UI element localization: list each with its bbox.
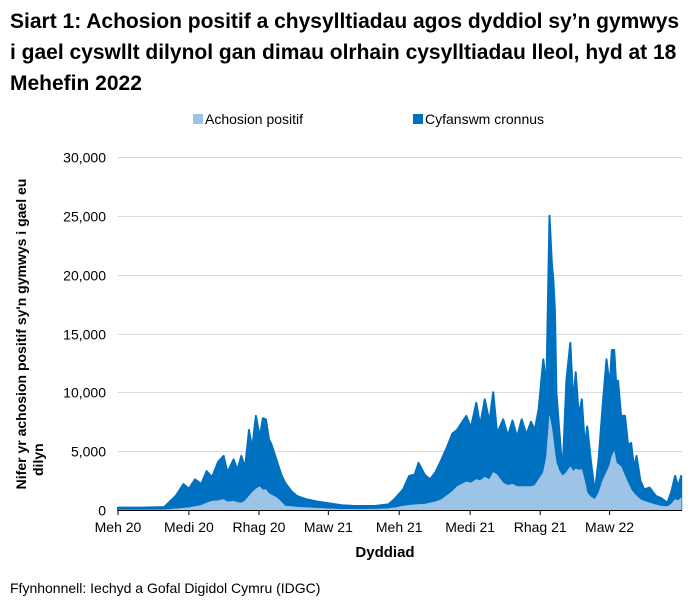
y-axis-label: Nifer yr achosion positif sy'n gymwys i … bbox=[13, 179, 46, 490]
x-tick-label: Rhag 20 bbox=[233, 519, 286, 535]
source-note: Ffynhonnell: Iechyd a Gofal Digidol Cymr… bbox=[10, 580, 321, 596]
legend-label: Achosion positif bbox=[205, 111, 303, 127]
area-achosion-positif bbox=[117, 415, 682, 511]
x-tick-label: Maw 22 bbox=[585, 519, 634, 535]
area-cyfanswm-cronnus bbox=[117, 214, 683, 511]
y-tick-label: 20,000 bbox=[63, 268, 106, 284]
legend-item: Cyfanswm cronnus bbox=[413, 111, 544, 127]
legend: Achosion positif Cyfanswm cronnus bbox=[193, 111, 544, 127]
y-tick-label: 30,000 bbox=[63, 150, 106, 166]
x-axis-label: Dyddiad bbox=[355, 544, 414, 561]
y-tick-label: 5,000 bbox=[71, 444, 106, 460]
legend-label: Cyfanswm cronnus bbox=[425, 111, 544, 127]
y-ticks: 0 5,000 10,000 15,000 20,000 25,000 30,000 bbox=[63, 150, 106, 519]
x-tick-label: Rhag 21 bbox=[514, 519, 567, 535]
y-tick-label: 0 bbox=[98, 503, 106, 519]
y-tick-label: 15,000 bbox=[63, 327, 106, 343]
y-axis-label-line-2: dilyn bbox=[30, 443, 46, 476]
chart-title: Siart 1: Achosion positif a chysylltiada… bbox=[10, 10, 680, 95]
x-tick-label: Medi 21 bbox=[445, 519, 495, 535]
legend-item: Achosion positif bbox=[193, 111, 303, 127]
y-tick-label: 25,000 bbox=[63, 209, 106, 225]
x-ticks: Meh 20 Medi 20 Rhag 20 Maw 21 Meh 21 Medi 21 R… bbox=[95, 510, 634, 535]
x-tick-label: Maw 21 bbox=[304, 519, 353, 535]
y-axis-label-line-1: Nifer yr achosion positif sy'n gymwys i … bbox=[13, 179, 29, 490]
legend-swatch bbox=[413, 114, 423, 124]
gridlines bbox=[118, 157, 682, 452]
x-tick-label: Meh 21 bbox=[376, 519, 423, 535]
areas bbox=[117, 214, 683, 511]
x-tick-label: Medi 20 bbox=[164, 519, 214, 535]
x-tick-label: Meh 20 bbox=[95, 519, 142, 535]
legend-swatch bbox=[193, 114, 203, 124]
y-tick-label: 10,000 bbox=[63, 385, 106, 401]
